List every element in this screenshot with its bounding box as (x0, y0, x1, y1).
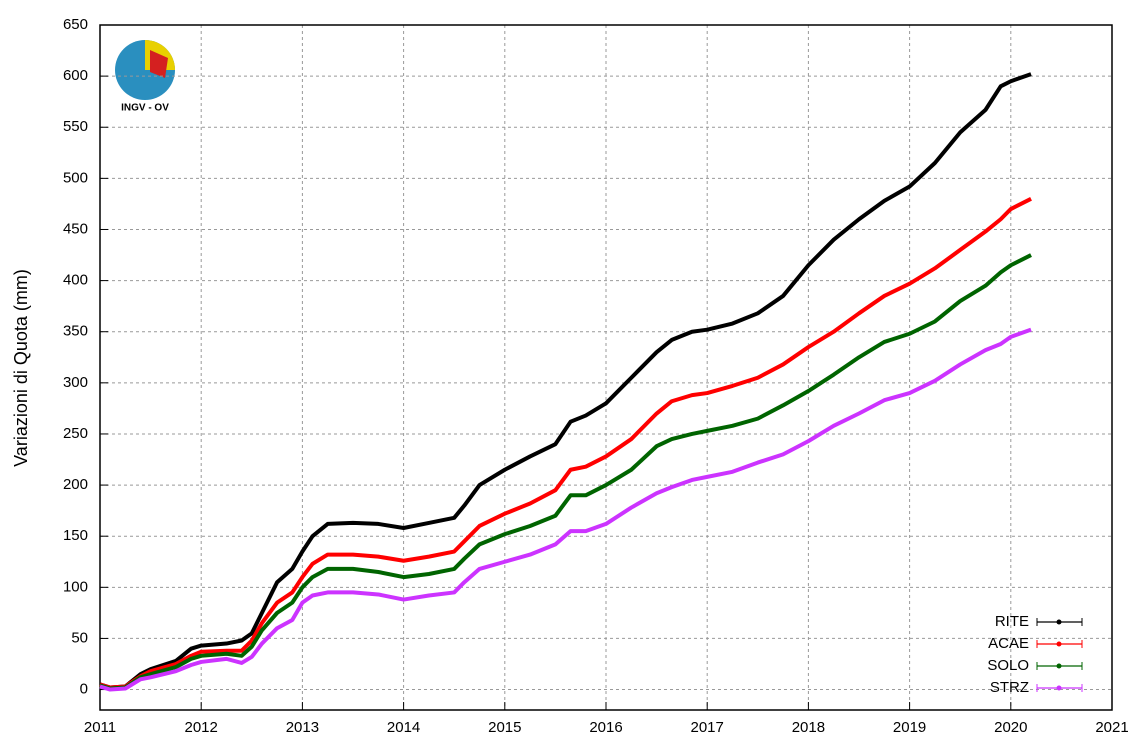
series-line (99, 197, 1032, 690)
series-line (99, 327, 1032, 692)
x-tick-label: 2019 (893, 719, 926, 736)
y-tick-label: 200 (63, 476, 88, 493)
x-tick-label: 2021 (1095, 719, 1128, 736)
y-tick-label: 450 (63, 220, 88, 237)
logo: INGV - OV (115, 40, 175, 114)
series-line (99, 253, 1032, 691)
y-tick-label: 100 (63, 578, 88, 595)
legend-swatch (1056, 663, 1062, 669)
legend-label: SOLO (987, 657, 1029, 674)
y-tick-label: 50 (71, 629, 88, 646)
y-tick-label: 250 (63, 425, 88, 442)
legend-label: ACAE (988, 635, 1029, 652)
logo-segment (150, 50, 168, 78)
logo-label: INGV - OV (121, 103, 169, 114)
x-tick-label: 2013 (286, 719, 319, 736)
x-tick-label: 2018 (792, 719, 825, 736)
legend-label: STRZ (990, 679, 1029, 696)
x-tick-label: 2011 (84, 719, 116, 736)
legend-swatch (1056, 641, 1062, 647)
legend-swatch (1056, 685, 1062, 691)
x-tick-label: 2012 (185, 719, 218, 736)
y-tick-label: 0 (80, 681, 88, 698)
x-tick-label: 2014 (387, 719, 420, 736)
y-tick-label: 350 (63, 323, 88, 340)
x-tick-label: 2015 (488, 719, 521, 736)
legend-label: RITE (995, 613, 1029, 630)
y-tick-label: 650 (63, 16, 88, 33)
y-tick-label: 150 (63, 527, 88, 544)
y-tick-label: 500 (63, 169, 88, 186)
x-tick-label: 2017 (691, 719, 724, 736)
y-tick-label: 550 (63, 118, 88, 135)
x-tick-label: 2016 (589, 719, 622, 736)
x-tick-label: 2020 (994, 719, 1027, 736)
y-axis-label: Variazioni di Quota (mm) (11, 269, 31, 467)
y-tick-label: 400 (63, 272, 88, 289)
legend-swatch (1056, 619, 1062, 625)
y-tick-label: 600 (63, 67, 88, 84)
series-line (99, 72, 1032, 690)
plot-frame (99, 24, 1113, 711)
y-tick-label: 300 (63, 374, 88, 391)
